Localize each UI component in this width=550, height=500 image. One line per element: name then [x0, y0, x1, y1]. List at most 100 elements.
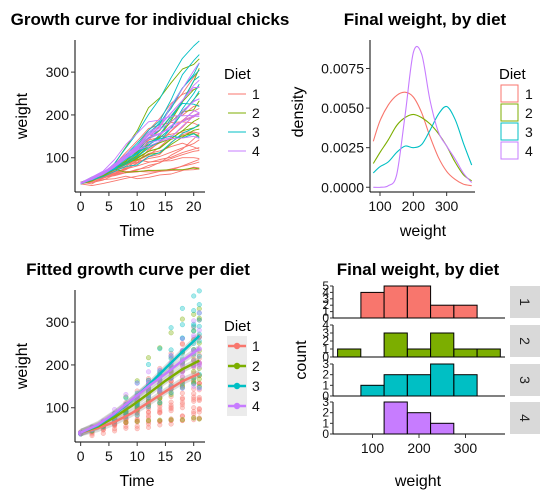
growth-line-chick-20-diet-1: [80, 150, 200, 184]
histogram-bar-diet-1: [360, 291, 385, 319]
point-chick-14-diet-1: [179, 341, 185, 347]
point-chick-44-diet-4: [191, 383, 197, 389]
histogram-bar-diet-4: [383, 401, 408, 435]
panel-2-legend-title: Diet: [499, 66, 527, 83]
panel-2-density-curves: [372, 46, 473, 188]
facet-2-y-tick-label: 0: [322, 350, 329, 364]
panel-3-legend-key-dot-3: [233, 382, 241, 390]
facet-1-y-tick-label: 0: [322, 311, 329, 325]
growth-line-chick-37-diet-3: [80, 123, 200, 184]
panel-3-y-axis-title: weight: [14, 342, 31, 390]
point-chick-16-diet-1: [168, 421, 174, 427]
fit-line-diet-4: [80, 347, 201, 434]
facet-1-y-tick-label: 2: [322, 298, 329, 312]
panel-2-legend-label-3: 3: [525, 124, 533, 140]
point-chick-20-diet-1: [196, 397, 202, 404]
panel-2-x-axis-title: weight: [399, 223, 447, 240]
growth-line-chick-34-diet-3: [80, 54, 200, 184]
point-chick-34-diet-3: [196, 302, 202, 308]
panel-1-x-tick-label: 10: [129, 198, 145, 214]
growth-line-chick-38-diet-3: [80, 76, 200, 184]
panel-1-title: Growth curve for individual chicks: [11, 10, 290, 29]
facet-4-y-tick-label: 0: [322, 427, 329, 441]
histogram-bar-diet-3: [453, 374, 478, 397]
facet-strip-3: [510, 364, 540, 396]
facet-1-y-tick-label: 3: [322, 292, 329, 306]
panel-2-y-tick-label: 0.0000: [321, 179, 364, 195]
panel-4-x-tick-label: 300: [454, 440, 478, 456]
point-chick-18-diet-1: [196, 409, 202, 415]
facet-strip-1: [510, 286, 540, 318]
panel-3-x-ticks: 0 5 10 15 20: [77, 442, 202, 464]
point-chick-11-diet-1: [145, 376, 152, 382]
point-chick-8-diet-1: [179, 390, 185, 396]
panel-1-series-lines: [80, 40, 200, 187]
point-chick-44-diet-4: [196, 385, 202, 392]
panel-2-legend: 1 2 3 4: [500, 84, 533, 160]
point-chick-43-diet-4: [145, 369, 152, 375]
point-chick-44-diet-4: [179, 385, 185, 391]
point-chick-9-diet-1: [191, 405, 197, 411]
facet-1-y-tick-label: 4: [322, 285, 329, 299]
point-chick-29-diet-2: [196, 315, 202, 321]
point-chick-24-diet-2: [196, 416, 202, 422]
panel-2-x-tick-label: 300: [435, 198, 459, 214]
facet-strip-4: [510, 402, 540, 434]
histogram-bar-diet-1: [406, 285, 432, 319]
panel-1-x-tick-label: 5: [105, 198, 113, 214]
point-chick-37-diet-3: [157, 400, 163, 406]
panel-4-x-axis-title: weight: [394, 473, 442, 490]
point-chick-18-diet-1: [157, 418, 163, 424]
point-chick-8-diet-1: [196, 396, 202, 402]
fit-line-diet-1: [80, 372, 200, 434]
panel-histogram-facets: Final weight, by diet 012345101234201233…: [293, 260, 540, 490]
panel-1-y-ticks: 100 200 300: [46, 64, 75, 166]
point-chick-35-diet-3: [168, 325, 174, 331]
point-chick-17-diet-1: [157, 403, 163, 410]
point-chick-20-diet-1: [157, 409, 163, 416]
point-chick-21-diet-2: [168, 330, 174, 336]
growth-line-chick-39-diet-3: [80, 83, 200, 184]
point-chick-21-diet-2: [196, 306, 202, 312]
histogram-bar-diet-3: [383, 374, 408, 397]
point-chick-17-diet-1: [179, 395, 185, 401]
facet-strip-label-3: 3: [517, 376, 533, 384]
facet-2-y-tick-label: 1: [322, 342, 329, 356]
facet-3-y-tick-label: 3: [322, 357, 329, 371]
panel-2-x-tick-label: 200: [402, 198, 426, 214]
facet-strip-label-1: 1: [517, 298, 533, 306]
point-chick-43-diet-4: [134, 380, 140, 386]
point-chick-24-diet-2: [191, 415, 197, 421]
panel-2-y-ticks: 0.0000 0.0025 0.0050 0.0075: [321, 61, 370, 195]
panel-4-x-ticks: 100 200 300: [361, 434, 478, 456]
panel-3-legend-key-dot-1: [233, 342, 241, 350]
point-chick-20-diet-1: [191, 398, 197, 404]
panel-2-legend-label-1: 1: [525, 86, 533, 102]
point-chick-38-diet-3: [191, 328, 197, 334]
facet-2-y-tick-label: 4: [322, 318, 329, 332]
panel-1-legend-label-3: 3: [252, 124, 260, 140]
panel-2-legend-key-3: [500, 122, 519, 141]
facet-2-y-tick-label: 3: [322, 326, 329, 340]
histogram-bar-diet-2: [406, 348, 432, 358]
panel-1-legend-title: Diet: [224, 66, 252, 83]
panel-3-y-tick-label: 300: [46, 314, 70, 330]
point-chick-17-diet-1: [191, 391, 197, 397]
panel-3-title: Fitted growth curve per diet: [26, 260, 250, 279]
point-chick-27-diet-2: [191, 368, 197, 374]
panel-2-legend-label-2: 2: [525, 105, 533, 121]
density-curve-diet-4: [373, 46, 473, 188]
point-chick-21-diet-2: [179, 316, 185, 322]
panel-2-legend-label-4: 4: [525, 143, 533, 159]
panel-1-y-axis-title: weight: [14, 92, 31, 140]
point-chick-35-diet-3: [191, 293, 197, 299]
point-chick-48-diet-4: [196, 310, 202, 316]
histogram-bar-diet-1: [453, 304, 478, 319]
panel-4-title: Final weight, by diet: [337, 260, 500, 279]
histogram-bar-diet-3: [430, 363, 455, 397]
facet-strip-label-2: 2: [517, 337, 533, 345]
point-chick-37-diet-3: [168, 390, 174, 396]
panel-2-x-ticks: 100 200 300: [368, 192, 459, 214]
